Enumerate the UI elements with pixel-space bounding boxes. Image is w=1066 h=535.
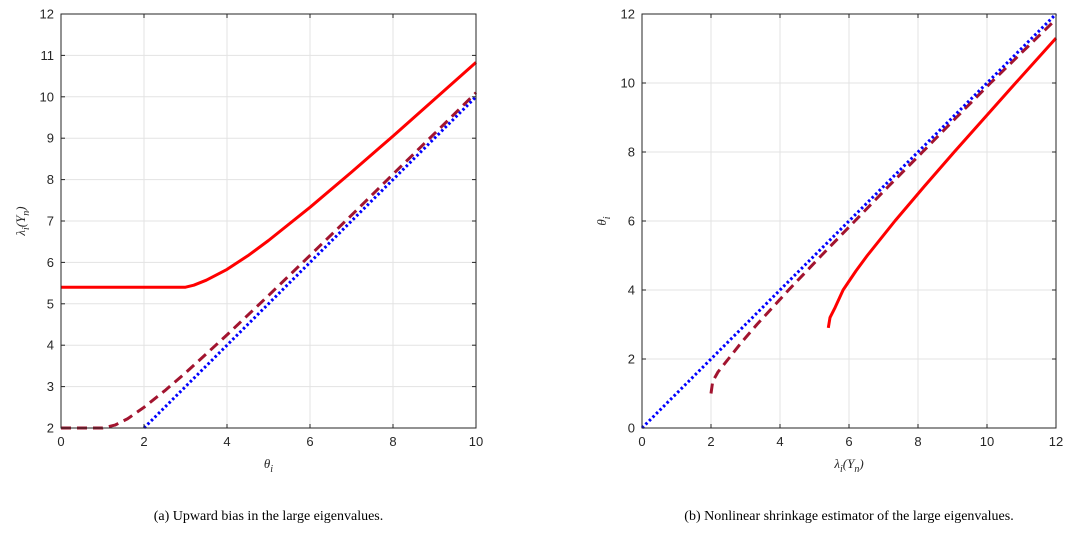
y-axis-label: λi​(Yn​) [13,206,32,236]
x-tick-label: 10 [469,434,483,449]
x-tick-label: 6 [306,434,313,449]
series-line-dashed [61,91,478,430]
y-tick-label: 7 [47,214,54,229]
x-tick-label: 12 [1049,434,1063,449]
y-tick-label: 0 [628,421,635,436]
y-tick-label: 6 [47,255,54,270]
chart-panel-b: 0 2 4 6 8 10 12 0 2 4 6 8 10 12 λi​(Yn​) θi​ (b) Nonline… [594,7,1063,525]
y-tick-label: 6 [628,214,635,229]
y-tick-label: 12 [40,7,54,22]
x-tick-label: 8 [389,434,396,449]
series-line-dotted [142,95,478,430]
series-line-solid [61,61,477,289]
y-tick-label: 8 [628,145,635,160]
figure-caption: (a) Upward bias in the large eigenvalues… [154,509,384,524]
x-tick-label: 4 [776,434,783,449]
y-tick-label: 8 [47,172,54,187]
y-axis-label: θi​ [594,216,613,225]
x-tick-label: 8 [914,434,921,449]
y-tick-label: 3 [47,379,54,394]
y-tick-label: 4 [47,338,54,353]
y-tick-label: 11 [41,48,55,63]
series-line-solid [826,37,1058,329]
x-tick-label: 0 [57,434,64,449]
x-tick-label: 2 [707,434,714,449]
figure-caption: (b) Nonlinear shrinkage estimator of the… [684,509,1013,524]
x-tick-label: 4 [223,434,230,449]
x-axis-label: λi​(Yn​) [833,456,863,475]
y-tick-label: 5 [47,296,54,311]
x-tick-label: 6 [845,434,852,449]
y-tick-label: 2 [47,421,54,436]
x-tick-label: 0 [638,434,645,449]
y-tick-label: 10 [40,89,54,104]
y-tick-label: 4 [628,283,635,298]
y-tick-label: 12 [621,7,635,22]
y-tick-label: 2 [628,352,635,367]
x-tick-label: 2 [140,434,147,449]
series-line-dashed [709,18,1058,394]
x-axis-label: θi​ [264,456,273,475]
x-tick-label: 10 [980,434,994,449]
y-tick-label: 9 [47,131,54,146]
y-tick-label: 10 [621,76,635,91]
